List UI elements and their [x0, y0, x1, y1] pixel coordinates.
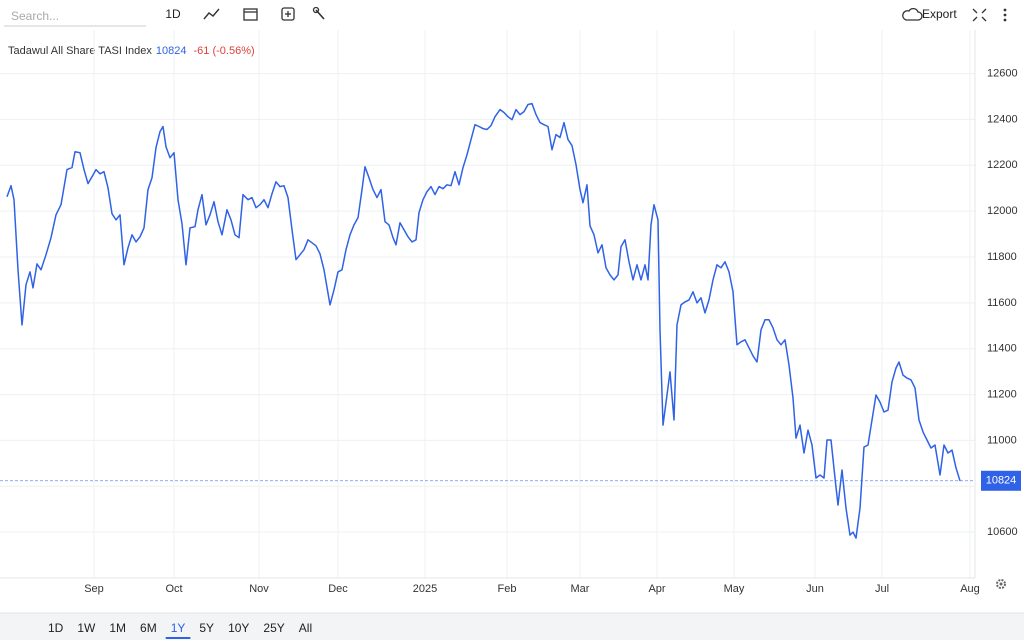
search-box[interactable] [4, 6, 146, 26]
x-tick-label: Mar [571, 583, 590, 595]
y-tick-label: 12200 [987, 159, 1018, 171]
interval-button[interactable]: 1D [165, 7, 181, 21]
change: -61 (-0.56%) [194, 45, 255, 57]
y-tick-label: 11200 [987, 388, 1017, 400]
settings-icon[interactable] [996, 579, 1006, 589]
range-button[interactable]: 1D [48, 621, 64, 635]
range-button[interactable]: All [299, 621, 312, 635]
last-value-tag-label: 10824 [986, 475, 1017, 487]
range-button[interactable]: 1M [109, 621, 126, 635]
x-tick-label: Feb [498, 583, 517, 595]
last-value: 10824 [156, 45, 187, 57]
x-tick-label: Sep [84, 583, 104, 595]
x-tick-label: 2025 [413, 583, 437, 595]
x-tick-label: Apr [648, 583, 665, 595]
export-icon[interactable] [902, 7, 923, 21]
search-placeholder[interactable]: Search... [11, 9, 59, 23]
x-tick-label: Jul [875, 583, 889, 595]
y-tick-label: 12600 [987, 67, 1018, 79]
x-tick-label: May [724, 583, 745, 595]
x-tick-label: Dec [328, 583, 348, 595]
calendar-icon[interactable] [243, 8, 258, 21]
y-tick-label: 11400 [987, 343, 1017, 355]
chart-title: Tadawul All Share TASI Index [8, 45, 152, 57]
range-button[interactable]: 25Y [263, 621, 284, 635]
y-tick-label: 12400 [987, 113, 1018, 125]
y-tick-label: 11000 [987, 434, 1017, 446]
fullscreen-icon[interactable] [972, 8, 987, 22]
range-bar [0, 613, 1024, 640]
range-button[interactable]: 5Y [199, 621, 214, 635]
range-button[interactable]: 1W [77, 621, 96, 635]
x-tick-label: Oct [165, 583, 182, 595]
export-button[interactable]: Export [922, 7, 957, 21]
tools-icon[interactable] [312, 6, 325, 20]
y-tick-label: 11600 [987, 297, 1017, 309]
x-tick-label: Nov [249, 583, 269, 595]
y-tick-label: 12000 [987, 205, 1018, 217]
last-value-tag [981, 470, 1021, 491]
range-button[interactable]: 6M [140, 621, 157, 635]
price-line [6, 102, 961, 539]
x-tick-label: Jun [806, 583, 824, 595]
range-button[interactable]: 1Y [171, 621, 186, 635]
menu-icon[interactable] [1003, 8, 1007, 22]
range-button[interactable]: 10Y [228, 621, 249, 635]
y-tick-label: 10600 [987, 526, 1018, 538]
y-tick-label: 11800 [987, 251, 1017, 263]
x-tick-label: Aug [960, 583, 980, 595]
compare-icon[interactable] [281, 7, 295, 21]
chart-type-icon[interactable] [203, 8, 220, 20]
